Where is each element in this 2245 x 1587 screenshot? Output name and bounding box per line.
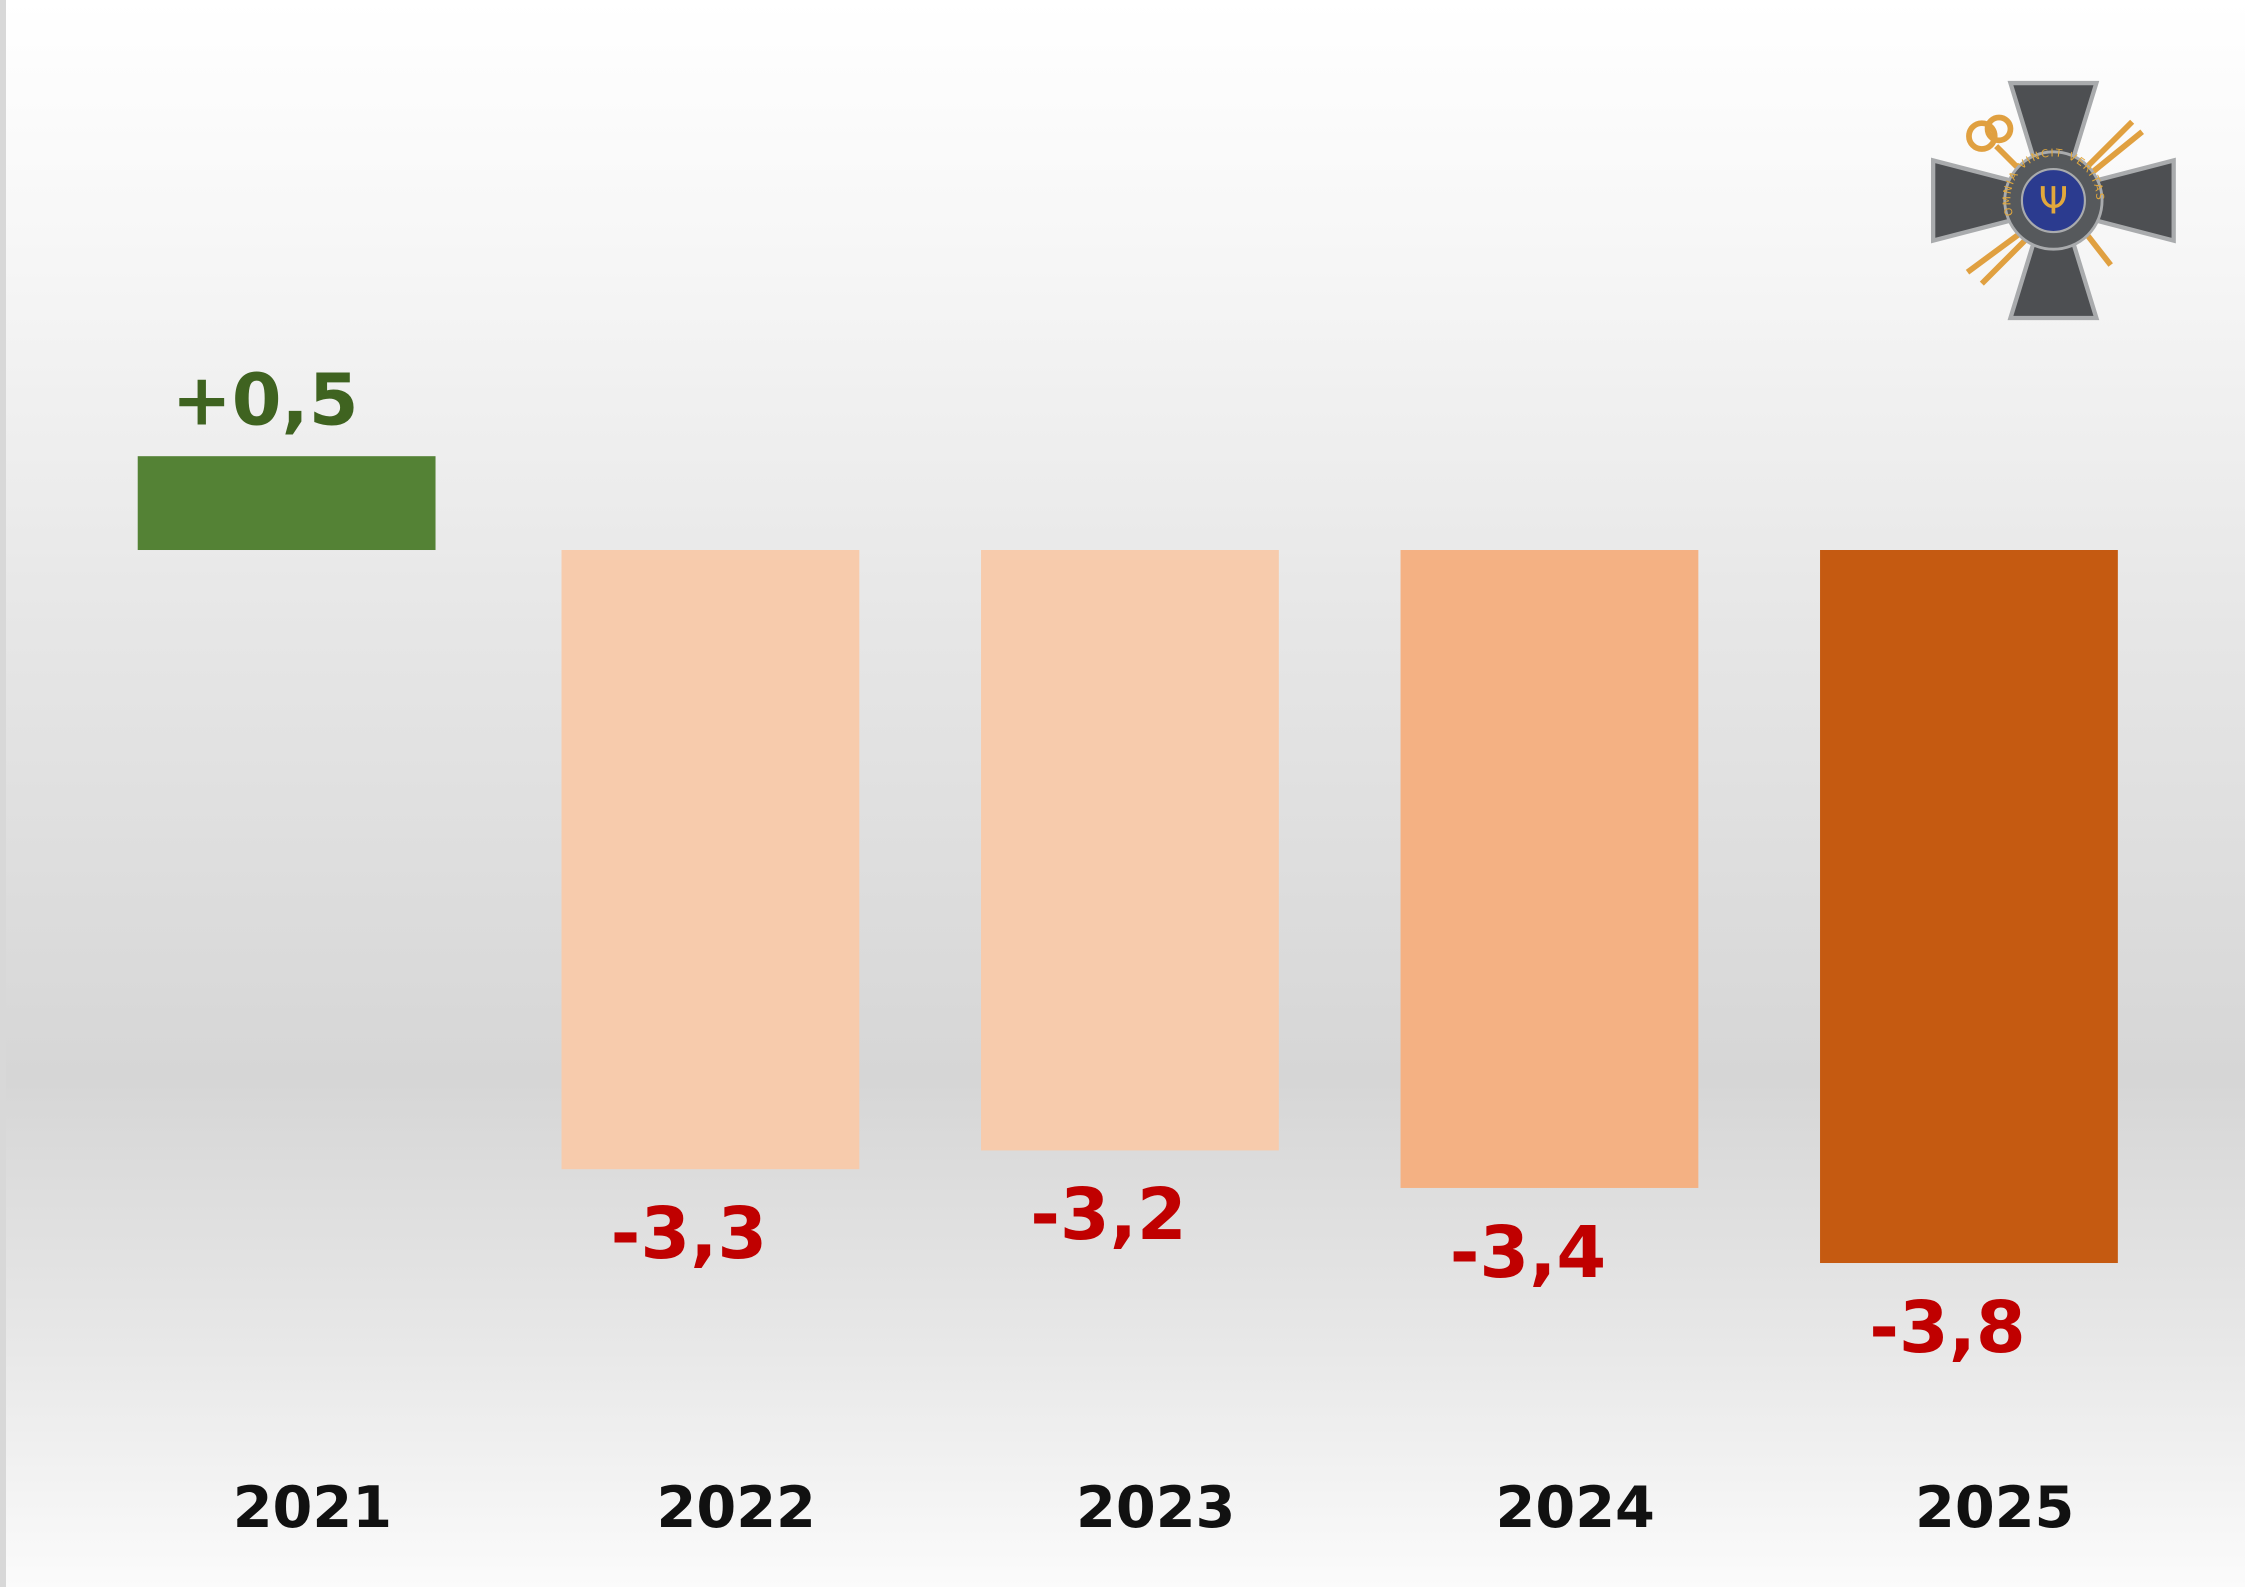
x-tick-label: 2024 — [1496, 1474, 1655, 1541]
x-tick-label: 2023 — [1076, 1474, 1235, 1541]
data-label-2023: -3,2 — [1030, 1173, 1187, 1256]
emblem-center — [2020, 167, 2086, 234]
x-tick-label: 2025 — [1915, 1474, 2074, 1541]
bar-2024 — [1400, 550, 1699, 1188]
data-label-2022: -3,3 — [611, 1192, 768, 1275]
x-tick-label: 2022 — [657, 1474, 816, 1541]
key-arrows-icon — [1965, 114, 2144, 286]
data-label-2021: +0,5 — [172, 359, 359, 442]
x-tick-label: 2021 — [233, 1474, 392, 1541]
data-label-2024: -3,4 — [1450, 1211, 1607, 1294]
trident-icon: Ψ — [2039, 178, 2068, 222]
bar-2021 — [137, 456, 436, 551]
bar-2022 — [561, 550, 860, 1170]
data-label-2025: -3,8 — [1869, 1286, 2026, 1369]
bar-chart: +0,5 -3,3 -3,2 -3,4 -3,8 2021 2022 2023 2024 202… — [137, 80, 2176, 1541]
emblem-logo: Ψ OMNIA VINCIT VERITAS — [1931, 80, 2176, 321]
bar-2023 — [981, 550, 1279, 1151]
bar-2025 — [1820, 550, 2118, 1264]
